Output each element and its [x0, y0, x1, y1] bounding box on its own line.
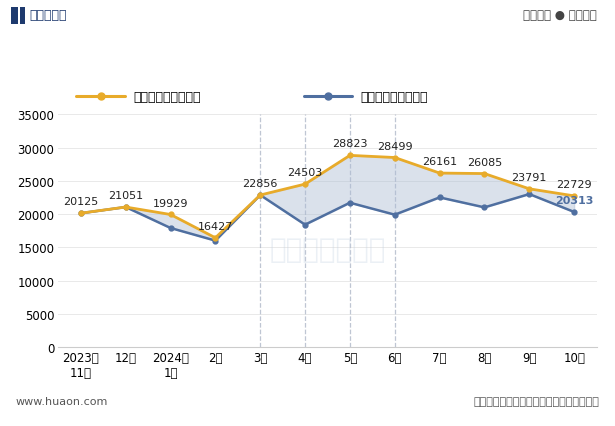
Text: 24503: 24503	[287, 168, 323, 178]
Text: 20313: 20313	[555, 196, 593, 205]
Bar	[11, 8, 18, 25]
Text: 21051: 21051	[108, 191, 143, 201]
Text: 28499: 28499	[377, 141, 413, 151]
Text: 2023-2024年广州高新技术产业开发区(境内目的地/货源地)进、出口额: 2023-2024年广州高新技术产业开发区(境内目的地/货源地)进、出口额	[135, 49, 480, 63]
Text: www.huaon.com: www.huaon.com	[15, 397, 108, 406]
Text: 数据来源：中国海关，华经产业研究院整理: 数据来源：中国海关，华经产业研究院整理	[474, 397, 600, 406]
Text: 华经产业研究院: 华经产业研究院	[269, 236, 386, 264]
Text: 22729: 22729	[557, 179, 592, 190]
Text: 20125: 20125	[63, 197, 98, 207]
Text: 进口总额（万美元）: 进口总额（万美元）	[360, 90, 428, 104]
Text: 22856: 22856	[242, 178, 278, 189]
Text: 华经情报网: 华经情报网	[30, 9, 67, 23]
Text: 26085: 26085	[467, 157, 502, 167]
Text: 专业严谨 ● 客观科学: 专业严谨 ● 客观科学	[523, 9, 597, 23]
Text: 19929: 19929	[153, 198, 188, 208]
Text: 28823: 28823	[332, 139, 368, 149]
Bar	[20, 8, 25, 25]
Text: 23791: 23791	[512, 173, 547, 182]
Text: 16427: 16427	[197, 222, 233, 231]
Text: 26161: 26161	[422, 157, 457, 167]
Text: 出口总额（万美元）: 出口总额（万美元）	[133, 90, 200, 104]
